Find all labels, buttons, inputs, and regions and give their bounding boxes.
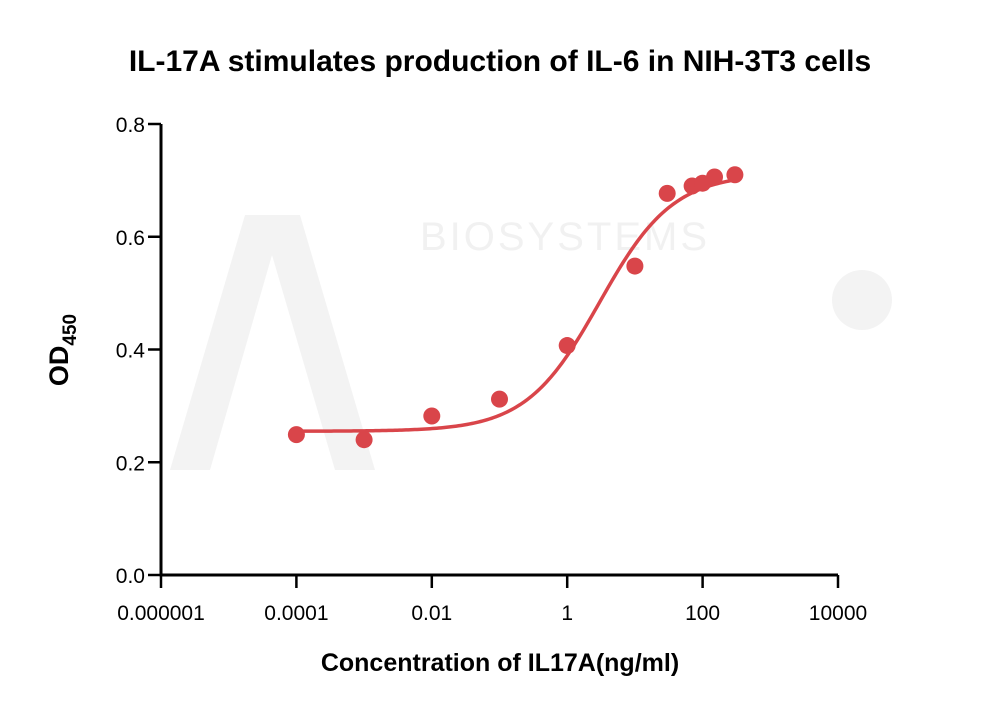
- y-tick-label: 0.2: [116, 452, 145, 475]
- x-tick-label: 0.000001: [117, 602, 205, 625]
- x-tick-label: 0.01: [411, 602, 452, 625]
- data-point: [726, 166, 744, 184]
- axes: [159, 124, 838, 577]
- data-point: [558, 337, 576, 355]
- watermark-dot: [832, 270, 892, 330]
- data-points: [287, 166, 744, 449]
- y-axis-ticks: 0.0 0.2 0.4 0.6 0.8: [116, 114, 161, 588]
- x-tick-label: 1: [561, 602, 573, 625]
- x-tick-label: 10000: [809, 602, 867, 625]
- data-point: [706, 168, 724, 186]
- data-point: [423, 407, 441, 425]
- y-tick-label: 0.8: [116, 114, 145, 137]
- data-point: [287, 426, 305, 444]
- x-axis-ticks: 0.000001 0.0001 0.01 1 100 10000: [117, 575, 867, 625]
- watermark: BIOSYSTEMS: [170, 215, 892, 470]
- watermark-text: BIOSYSTEMS: [420, 215, 710, 259]
- y-axis-label: OD450: [44, 314, 81, 386]
- data-point: [491, 390, 508, 408]
- fit-curve: [296, 178, 736, 433]
- y-tick-label: 0.0: [116, 565, 145, 588]
- watermark-letter-a: [170, 215, 375, 470]
- y-tick-label: 0.4: [116, 340, 146, 363]
- y-axis-label-main: OD: [44, 346, 74, 387]
- y-tick-label: 0.6: [116, 227, 145, 250]
- data-point: [355, 431, 373, 449]
- data-point: [658, 184, 676, 202]
- chart-title: IL-17A stimulates production of IL-6 in …: [129, 45, 871, 78]
- y-axis-label-subscript: 450: [60, 314, 81, 346]
- x-axis-label: Concentration of IL17A(ng/ml): [321, 649, 679, 677]
- data-point: [626, 257, 644, 275]
- x-tick-label: 100: [685, 602, 720, 625]
- x-tick-label: 0.0001: [264, 602, 328, 625]
